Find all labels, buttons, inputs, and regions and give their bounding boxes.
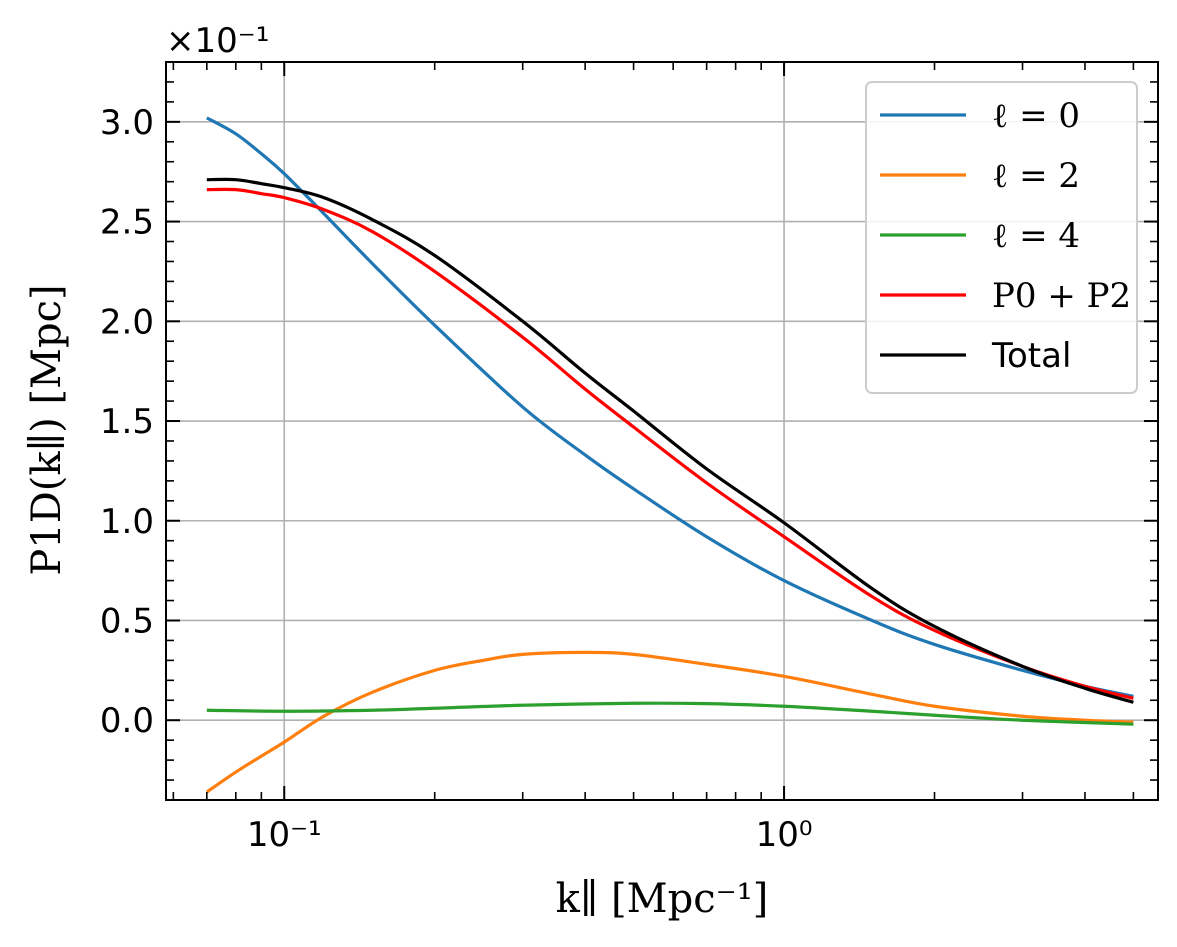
y-axis-label: P1D(k∥) [Mpc] (24, 284, 70, 575)
legend-box (865, 81, 1138, 394)
series-line-3 (206, 187, 1134, 700)
y-tick-label: 2.5 (100, 203, 154, 243)
x-axis-label: k∥ [Mpc⁻¹] (556, 876, 769, 922)
y-tick-label: 0.5 (100, 601, 154, 641)
legend-label-3: P0 + P2 (992, 276, 1131, 316)
legend-label-2: ℓ = 4 (992, 216, 1080, 256)
series-line-2 (206, 701, 1134, 726)
y-tick-label: 1.0 (100, 502, 154, 542)
plot-frame (165, 61, 1159, 801)
x-tick-label: 10⁻¹ (247, 815, 322, 855)
series-line-1 (205, 650, 1134, 794)
legend-label-1: ℓ = 2 (992, 156, 1080, 196)
grid-lines (166, 62, 1158, 800)
series-line-4 (206, 177, 1134, 704)
series-line-0 (206, 116, 1134, 698)
legend-label-0: ℓ = 0 (992, 96, 1080, 136)
y-tick-label: 0.0 (100, 701, 154, 741)
y-axis-multiplier: ×10⁻¹ (166, 21, 269, 61)
legend-label-4: Total (991, 336, 1071, 376)
legend: ℓ = 0 ℓ = 2 ℓ = 4 P0 + P2 Total (865, 81, 1138, 394)
series-layer (205, 116, 1134, 794)
y-tick-label: 3.0 (100, 103, 154, 143)
x-tick-label: 10⁰ (756, 815, 813, 855)
y-tick-label: 2.0 (100, 302, 154, 342)
axis-ticks (166, 62, 1158, 800)
y-tick-label: 1.5 (100, 402, 154, 442)
tick-labels: 10⁻¹ 10⁰ 0.0 0.5 1.0 1.5 2.0 2.5 3.0 (100, 103, 813, 855)
